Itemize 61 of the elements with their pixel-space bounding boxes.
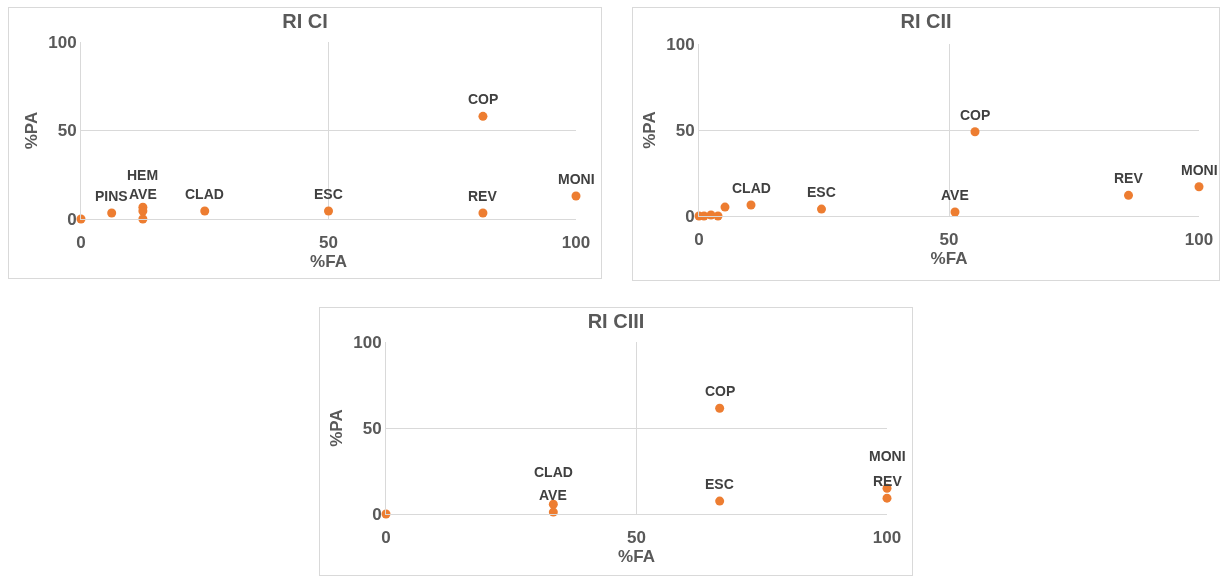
annotation: CLAD — [732, 180, 771, 196]
y-tick-label: 100 — [666, 34, 695, 54]
annotation: COP — [468, 91, 499, 107]
annotation: PINS — [95, 188, 128, 204]
chart-title: RI CI — [282, 9, 328, 32]
point — [478, 111, 488, 121]
annotation: MONI — [869, 448, 906, 464]
point — [478, 208, 488, 218]
y-tick-label: 0 — [685, 206, 695, 226]
x-tick-label: 50 — [319, 233, 338, 253]
annotation: REV — [873, 473, 903, 489]
point — [324, 206, 333, 216]
y-axis-title: %PA — [639, 111, 659, 149]
x-tick-label: 100 — [561, 233, 591, 253]
annotation: COP — [960, 107, 991, 123]
x-axis-title: %FA — [618, 547, 655, 567]
point — [882, 493, 892, 503]
point — [746, 200, 756, 210]
point — [1124, 190, 1133, 200]
y-axis-title: %PA — [21, 111, 41, 150]
y-tick-label: 0 — [372, 504, 382, 524]
y-tick-label: 0 — [67, 209, 77, 229]
chart-title: RI CII — [900, 9, 952, 32]
annotation: ESC — [705, 476, 734, 492]
annotation: COP — [705, 383, 736, 399]
annotation: MONI — [558, 171, 595, 187]
point — [950, 207, 960, 217]
chart-title: RI CIII — [587, 309, 645, 332]
annotation: MONI — [1181, 162, 1218, 178]
point — [720, 202, 730, 212]
point — [970, 127, 980, 137]
annotation: CLAD — [185, 186, 224, 202]
x-tick-label: 50 — [939, 230, 959, 250]
point — [107, 208, 117, 218]
x-axis-title: %FA — [310, 252, 347, 272]
y-tick-label: 50 — [362, 418, 382, 438]
y-tick-label: 100 — [48, 32, 77, 52]
annotation: CLAD — [534, 464, 573, 480]
y-tick-label: 100 — [353, 332, 382, 352]
annotation: HEM — [127, 167, 159, 183]
point — [548, 499, 558, 509]
y-tick-label: 50 — [675, 120, 695, 140]
annotation: REV — [468, 188, 498, 204]
point — [715, 403, 725, 413]
point — [715, 496, 725, 506]
annotation: AVE — [941, 187, 969, 203]
x-tick-label: 100 — [872, 528, 902, 548]
point — [200, 206, 210, 216]
x-tick-label: 100 — [1184, 230, 1214, 250]
annotation: ESC — [807, 184, 836, 200]
y-axis-title: %PA — [326, 409, 346, 447]
point — [817, 204, 826, 214]
x-tick-label: 50 — [627, 528, 646, 548]
point — [1194, 182, 1204, 192]
annotation: AVE — [539, 487, 567, 503]
annotation: AVE — [129, 186, 157, 202]
x-axis-title: %FA — [930, 249, 968, 269]
y-tick-label: 50 — [57, 121, 77, 141]
point — [571, 191, 581, 201]
annotation: ESC — [314, 186, 343, 202]
annotation: REV — [1114, 170, 1144, 186]
